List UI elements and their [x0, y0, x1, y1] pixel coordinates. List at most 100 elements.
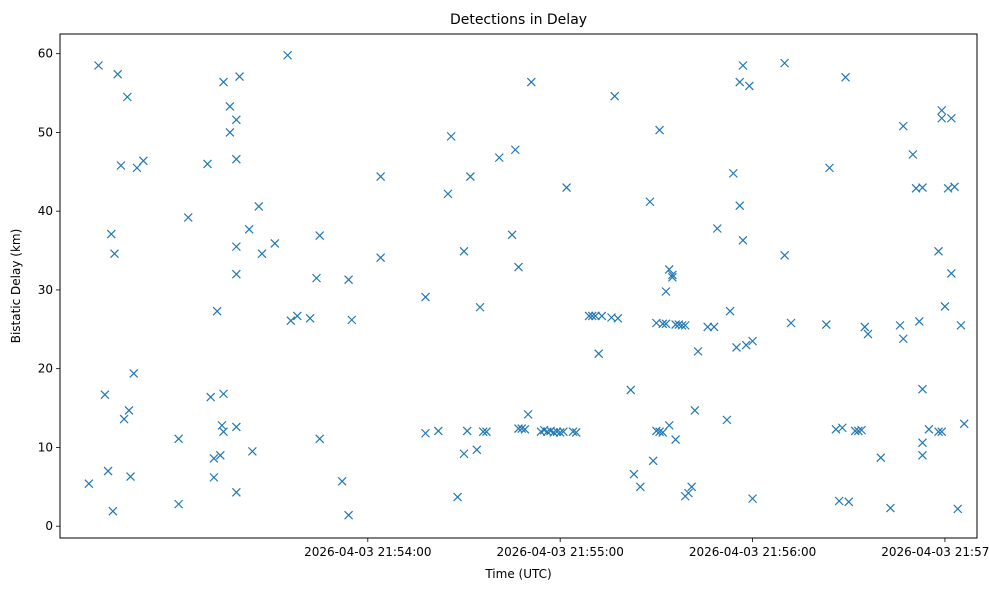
data-point — [312, 273, 321, 283]
data-point — [183, 213, 193, 222]
data-point — [834, 496, 844, 506]
data-point — [225, 102, 235, 111]
data-point — [664, 265, 674, 274]
data-point — [126, 472, 135, 481]
data-point — [748, 336, 757, 346]
data-point — [292, 311, 302, 321]
data-point — [571, 428, 581, 437]
data-point — [209, 472, 219, 482]
data-point — [924, 424, 934, 434]
data-point — [103, 466, 113, 476]
data-point — [347, 315, 357, 325]
data-point — [122, 92, 132, 102]
data-point — [110, 249, 119, 259]
data-point — [433, 426, 443, 436]
data-point — [138, 156, 148, 166]
data-point — [215, 450, 225, 460]
data-point — [231, 487, 241, 497]
data-point — [475, 302, 485, 312]
data-point — [613, 313, 623, 323]
x-tick-label: 2026-04-03 21:57:00 — [881, 545, 989, 559]
data-point — [744, 81, 754, 91]
data-point — [376, 253, 386, 263]
data-point — [950, 182, 959, 192]
data-point — [459, 246, 469, 256]
y-axis-label: Bistatic Delay (km) — [9, 229, 23, 344]
data-point — [231, 269, 241, 279]
data-point — [494, 153, 504, 163]
data-point — [558, 427, 568, 437]
x-tick-label: 2026-04-03 21:54:00 — [304, 545, 431, 559]
data-point — [635, 482, 645, 492]
data-point — [219, 77, 228, 87]
data-point — [526, 77, 536, 87]
data-point — [568, 427, 578, 437]
data-point — [841, 72, 850, 82]
data-point — [712, 224, 722, 233]
data-point — [860, 322, 870, 332]
data-point — [254, 202, 264, 211]
data-point — [728, 168, 738, 178]
data-point — [937, 105, 947, 115]
data-point — [677, 320, 687, 330]
data-point — [918, 183, 927, 192]
data-point — [337, 476, 347, 486]
data-point — [453, 492, 463, 502]
data-point — [203, 159, 212, 169]
data-point — [478, 427, 488, 437]
data-point — [895, 320, 905, 330]
data-point — [286, 316, 296, 326]
data-point — [217, 420, 227, 430]
data-point — [748, 494, 757, 504]
data-point — [934, 246, 943, 256]
data-point — [421, 428, 430, 438]
data-point — [520, 424, 530, 434]
data-point — [225, 128, 235, 137]
data-point — [235, 72, 244, 81]
data-point — [465, 172, 475, 181]
x-tick-label: 2026-04-03 21:55:00 — [496, 545, 623, 559]
data-point — [661, 287, 671, 296]
data-point — [940, 302, 950, 311]
data-point — [231, 115, 241, 125]
data-point — [703, 322, 713, 332]
data-point — [459, 449, 469, 459]
data-point — [219, 389, 228, 399]
data-point — [690, 406, 700, 415]
data-point — [212, 306, 222, 316]
y-tick-label: 30 — [38, 283, 53, 297]
data-point — [661, 319, 671, 329]
data-point — [129, 368, 139, 378]
data-point — [853, 426, 863, 436]
data-point — [597, 311, 607, 321]
data-point — [517, 424, 527, 433]
data-point — [780, 250, 790, 260]
data-point — [209, 454, 219, 463]
data-point — [934, 427, 943, 437]
data-point — [462, 426, 472, 436]
data-point — [219, 427, 228, 437]
x-tick-label: 2026-04-03 21:56:00 — [689, 545, 816, 559]
data-point — [645, 197, 655, 207]
data-point — [946, 268, 956, 278]
data-point — [514, 262, 523, 272]
data-point — [886, 503, 895, 513]
data-point — [482, 427, 491, 437]
data-point — [709, 322, 719, 332]
data-point — [587, 311, 597, 321]
data-point — [937, 113, 947, 123]
data-point — [84, 479, 94, 489]
data-point — [174, 434, 184, 444]
data-point — [908, 150, 918, 159]
data-point — [735, 201, 745, 211]
data-point — [108, 506, 118, 516]
data-point — [507, 230, 517, 240]
data-point — [946, 113, 956, 123]
data-point — [626, 385, 636, 395]
data-point — [658, 319, 668, 329]
data-point — [918, 450, 927, 460]
data-point — [655, 427, 665, 437]
chart-title: Detections in Delay — [450, 12, 587, 28]
data-point — [735, 77, 745, 87]
